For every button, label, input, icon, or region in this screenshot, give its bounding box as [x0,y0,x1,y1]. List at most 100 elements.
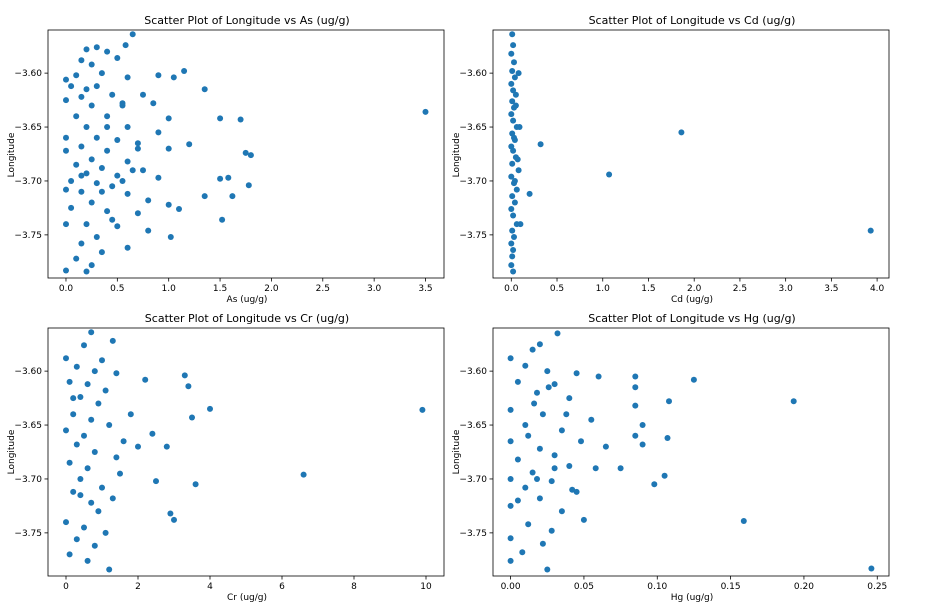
data-point [119,178,126,184]
x-tick-label: 4.0 [870,284,885,294]
data-point [632,384,639,391]
data-point [117,470,123,477]
data-point [88,156,95,163]
x-tick-label: 3.0 [778,284,793,294]
data-point [558,508,565,515]
data-point [510,87,517,94]
data-point [93,134,100,141]
data-point [510,212,517,219]
data-point [522,422,529,428]
data-point [63,267,69,274]
data-point [114,55,121,61]
data-point [181,372,188,379]
data-point [124,244,131,251]
x-tick-label: 0.0 [59,284,74,294]
data-point [300,471,307,478]
data-point [632,402,639,409]
data-point [63,134,69,141]
data-point [83,124,90,130]
data-point [81,524,87,531]
y-tick-label: −3.65 [14,421,42,431]
data-point [122,42,129,49]
data-point [526,190,533,197]
data-point [119,102,126,109]
data-point [534,476,540,482]
y-axis-label: Longitude [452,429,462,474]
data-point [510,117,517,124]
data-point [192,481,199,488]
x-tick-label: 0.05 [574,582,594,592]
data-point [508,50,515,57]
x-tick-label: 3.5 [418,284,432,294]
scatter-points [63,329,426,573]
data-point [98,188,105,195]
data-point [508,262,515,269]
data-point [73,113,80,120]
y-tick-label: −3.70 [459,177,487,187]
data-point [536,341,543,348]
y-tick-label: −3.60 [459,69,487,79]
subplot-as: Scatter Plot of Longitude vs As (ug/g) A… [7,14,445,305]
data-point [507,557,514,564]
data-point [422,108,429,115]
data-point [217,175,224,182]
x-tick-label: 0 [63,582,69,592]
data-point [237,116,244,123]
data-point [544,566,551,573]
scatter-points [507,330,875,573]
data-point [124,158,131,165]
data-point [66,378,73,385]
chart-title: Scatter Plot of Longitude vs As (ug/g) [144,14,349,27]
data-point [66,551,73,558]
data-point [134,140,141,147]
data-point [566,463,573,469]
data-point [88,102,95,109]
data-point [509,68,516,74]
x-tick-label: 1.5 [213,284,227,294]
data-point [88,262,95,269]
data-point [514,456,521,463]
data-point [508,173,515,180]
data-point [155,129,162,136]
data-point [81,432,87,439]
data-point [181,68,188,74]
data-point [114,172,121,179]
data-point [867,227,874,234]
x-tick-label: 0.0 [504,284,519,294]
data-point [63,186,69,193]
data-point [510,42,517,49]
data-point [104,147,111,154]
data-point [666,398,672,405]
data-point [81,342,87,349]
data-point [514,497,521,504]
data-point [242,149,249,156]
data-point [651,481,658,488]
data-point [153,478,159,485]
data-point [509,227,516,234]
data-point [70,411,77,418]
data-point [98,165,105,171]
data-point [529,346,536,353]
data-point [95,400,102,407]
data-point [91,449,98,455]
data-point [548,527,555,534]
data-point [510,247,517,253]
data-point [70,395,77,402]
data-point [88,329,95,336]
data-point [539,411,546,418]
data-point [124,124,131,130]
chart-title: Scatter Plot of Longitude vs Cr (ug/g) [145,312,349,325]
x-tick-label: 1.0 [162,284,177,294]
data-point [155,174,162,181]
data-point [83,221,90,228]
data-point [165,145,172,152]
data-point [77,394,84,400]
data-point [595,373,602,380]
data-point [83,268,90,275]
data-point [63,427,69,434]
data-point [140,167,146,174]
data-point [78,143,85,150]
data-point [63,519,69,526]
data-point [525,432,532,439]
data-point [78,188,85,195]
